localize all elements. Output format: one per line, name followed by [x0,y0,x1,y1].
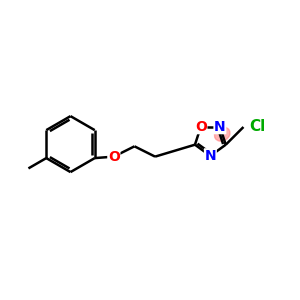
Text: O: O [195,120,207,134]
Ellipse shape [214,127,230,141]
Text: N: N [205,149,216,163]
Text: Cl: Cl [249,118,266,134]
Text: N: N [214,120,226,134]
Text: O: O [108,150,120,164]
